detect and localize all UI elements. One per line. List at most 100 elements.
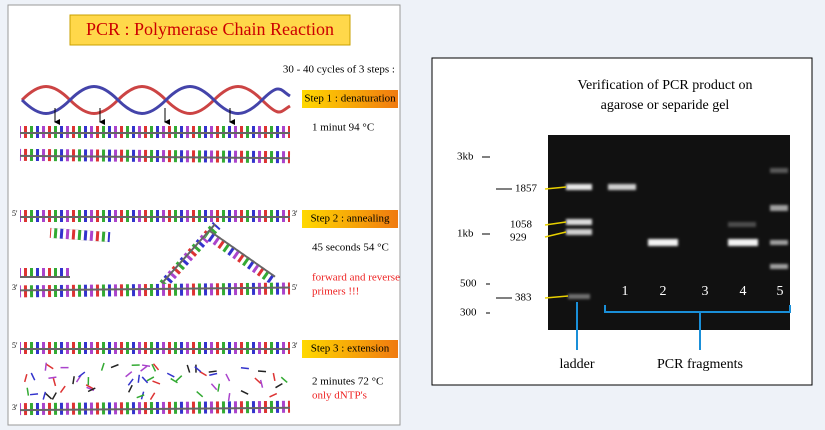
dntp xyxy=(196,391,204,398)
strand xyxy=(20,126,290,138)
ladder-label: ladder xyxy=(560,357,595,372)
dntp xyxy=(136,394,145,399)
step-label: Step 2 : annealing xyxy=(310,213,390,225)
dntp xyxy=(125,371,133,378)
dntp xyxy=(240,389,249,395)
strand xyxy=(19,148,291,164)
dntp xyxy=(175,375,183,382)
end-mark: 3' xyxy=(12,283,18,292)
pcr-title: PCR : Polymerase Chain Reaction xyxy=(86,19,334,39)
dntp xyxy=(210,383,218,391)
step-label: Step 1 : denaturation xyxy=(304,93,396,105)
strand xyxy=(20,342,290,354)
end-mark: 5' xyxy=(12,341,18,350)
dntp xyxy=(44,362,48,371)
gel-title: Verification of PCR product on xyxy=(578,78,753,93)
step-box xyxy=(302,90,398,108)
dntp xyxy=(259,379,264,388)
scale-label: 3kb xyxy=(457,151,474,163)
dntp xyxy=(166,372,175,378)
brackets xyxy=(576,302,791,350)
dntp xyxy=(52,378,57,387)
band-size: 1857 xyxy=(515,183,538,195)
scale-label: 1kb xyxy=(457,228,474,240)
dntp xyxy=(48,376,57,379)
step-time: 1 minut 94 °C xyxy=(312,122,374,134)
dntp xyxy=(208,370,217,373)
primer xyxy=(49,227,111,243)
primer xyxy=(20,268,70,278)
dntp xyxy=(59,385,66,393)
dntp xyxy=(152,380,161,385)
dntp xyxy=(146,376,155,382)
scale-label: 300 xyxy=(460,307,477,319)
dntp xyxy=(254,377,262,384)
scale-ticks xyxy=(482,156,512,314)
step-note: primers !!! xyxy=(312,286,359,298)
dntp xyxy=(275,382,283,389)
step-box xyxy=(302,340,398,358)
dntp xyxy=(72,376,75,385)
dntp xyxy=(110,363,119,369)
dntp xyxy=(30,372,36,381)
dntp xyxy=(23,374,28,383)
step-box xyxy=(302,210,398,228)
dntp xyxy=(217,383,221,392)
dntp xyxy=(151,363,157,372)
dntp xyxy=(227,392,231,402)
dntp xyxy=(272,372,276,382)
dntp xyxy=(42,391,47,400)
dntp xyxy=(26,387,30,396)
band-pointers xyxy=(544,186,569,299)
dntp xyxy=(141,364,151,368)
gel-title: agarose or separide gel xyxy=(601,98,730,113)
dntp xyxy=(199,370,207,377)
strand xyxy=(204,229,276,285)
dntp xyxy=(257,370,267,373)
lane-number: 5 xyxy=(777,284,784,299)
dntp xyxy=(100,362,105,371)
band-size: 1058 xyxy=(510,219,533,231)
dntp xyxy=(127,378,134,386)
gel-bands xyxy=(566,168,788,299)
fragments-label: PCR fragments xyxy=(657,357,743,372)
end-mark: 3' xyxy=(12,403,18,412)
dntp xyxy=(209,372,218,376)
lane-number: 1 xyxy=(622,284,629,299)
band-size: 383 xyxy=(515,292,532,304)
end-mark: 3' xyxy=(292,341,298,350)
end-mark: 3' xyxy=(292,209,298,218)
dntp xyxy=(269,392,278,398)
scale-label: 500 xyxy=(460,278,477,290)
lane-number: 4 xyxy=(740,284,747,299)
dntp xyxy=(51,392,57,400)
step-time: 45 seconds 54 °C xyxy=(312,242,389,254)
end-mark: 5' xyxy=(12,209,18,218)
band-size: 929 xyxy=(510,232,527,244)
lane-number: 2 xyxy=(660,284,667,299)
step-time: 2 minutes 72 °C xyxy=(312,376,383,388)
dntp xyxy=(29,393,39,396)
dntp xyxy=(85,384,94,390)
step-note: forward and reverse xyxy=(312,272,400,284)
helix xyxy=(20,85,291,115)
lane-number: 3 xyxy=(702,284,709,299)
step-note: only dNTP's xyxy=(312,390,367,402)
dntp xyxy=(140,365,148,372)
dntp xyxy=(141,376,149,384)
dntp xyxy=(170,377,178,384)
strand xyxy=(19,282,291,298)
dntps xyxy=(23,362,288,402)
cycles-text: 30 - 40 cycles of 3 steps : xyxy=(283,64,395,76)
dntp xyxy=(137,374,141,383)
dntp xyxy=(240,366,249,370)
dntp xyxy=(225,373,231,382)
dntp xyxy=(87,387,96,393)
dntp xyxy=(186,364,191,373)
dntp xyxy=(280,376,288,384)
step-label: Step 3 : extension xyxy=(311,343,390,355)
title-box xyxy=(69,14,351,46)
dntp xyxy=(149,392,156,400)
